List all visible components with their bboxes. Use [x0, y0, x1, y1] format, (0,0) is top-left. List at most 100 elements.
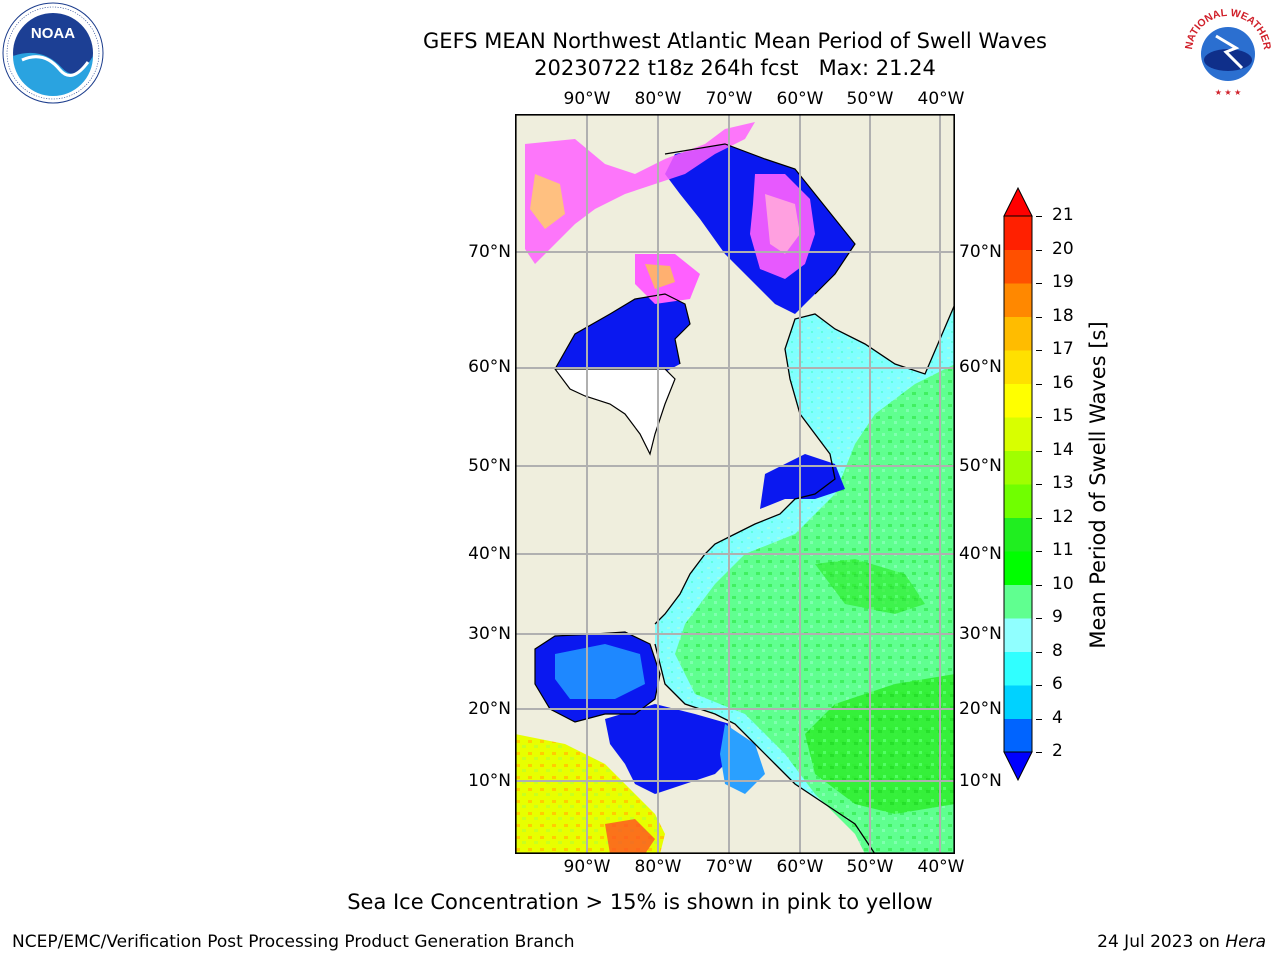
lat-label-left-10n: 10°N	[468, 771, 511, 791]
lat-label-right-60n: 60°N	[959, 357, 1002, 377]
colorbar-tick-mark	[1036, 249, 1042, 251]
colorbar-segment	[1004, 651, 1032, 686]
lon-label-bottom-40w: 40°W	[917, 857, 965, 877]
map-svg	[515, 114, 956, 855]
lat-label-right-50n: 50°N	[959, 456, 1002, 476]
gulf-st-lawrence	[760, 454, 845, 509]
graticule	[515, 114, 955, 854]
lon-label-bottom-70w: 70°W	[705, 857, 753, 877]
colorbar-segment	[1004, 618, 1032, 652]
colorbar-tick-label: 14	[1052, 439, 1074, 460]
colorbar-ticks: 2 4 6 8 9 10 11 12 13 14 15 16 17 18 19 20 21	[1036, 0, 1088, 960]
footer-right: 24 Jul 2023 on Hera	[1097, 932, 1266, 952]
colorbar-frame	[1003, 215, 1033, 753]
lon-label-top-70w: 70°W	[705, 89, 753, 109]
colorbar-tick-mark	[1036, 316, 1042, 318]
title-line-2: 20230722 t18z 264h fcst Max: 21.24	[534, 56, 936, 80]
caribbean-sea	[605, 704, 735, 794]
nws-logo-icon: NATIONAL WEATHER SERVICE ★ ★ ★	[1174, 0, 1276, 100]
colorbar-tick-label: 13	[1052, 473, 1074, 493]
noaa-logo-icon: NOAA	[2, 2, 104, 104]
colorbar-segment	[1004, 517, 1032, 552]
colorbar-segment	[1004, 249, 1032, 284]
colorbar-segment	[1004, 718, 1032, 753]
lat-label-right-70n: 70°N	[959, 242, 1002, 262]
lon-label-top-80w: 80°W	[634, 89, 682, 109]
colorbar-tick-label: 11	[1052, 540, 1074, 560]
colorbar-tick-mark	[1036, 752, 1042, 753]
lat-label-left-30n: 30°N	[468, 624, 511, 644]
lon-label-top-90w: 90°W	[563, 89, 611, 109]
map-panel	[515, 114, 956, 855]
colorbar-label: Mean Period of Swell Waves [s]	[1086, 321, 1110, 649]
svg-text:★ ★ ★: ★ ★ ★	[1215, 88, 1242, 97]
colorbar-segment	[1004, 551, 1032, 585]
lat-label-right-40n: 40°N	[959, 544, 1002, 564]
svg-text:NOAA: NOAA	[31, 25, 75, 42]
colorbar-tick-mark	[1036, 450, 1042, 452]
hudson-bay	[555, 294, 690, 372]
colorbar-tick-label: 15	[1052, 406, 1074, 426]
noaa-logo: NOAA	[2, 2, 104, 104]
lat-label-right-10n: 10°N	[959, 771, 1002, 791]
colorbar-tick-mark	[1036, 283, 1042, 284]
colorbar-tick-mark	[1036, 618, 1042, 619]
title-line-1: GEFS MEAN Northwest Atlantic Mean Period…	[423, 29, 1047, 53]
colorbar-tick-label: 6	[1052, 674, 1063, 694]
colorbar-tick-mark	[1036, 517, 1042, 519]
colorbar-tick-label: 17	[1052, 339, 1074, 359]
colorbar-tick-mark	[1036, 383, 1042, 385]
colorbar-segment	[1004, 216, 1032, 250]
colorbar-svg	[1003, 186, 1033, 782]
colorbar-segment	[1004, 383, 1032, 418]
colorbar-segment	[1004, 484, 1032, 518]
lat-label-right-30n: 30°N	[959, 624, 1002, 644]
colorbar-tick-mark	[1036, 484, 1042, 485]
colorbar-tick-mark	[1036, 718, 1042, 720]
colorbar-tick-label: 19	[1052, 272, 1074, 292]
lat-label-left-20n: 20°N	[468, 699, 511, 719]
footer-left: NCEP/EMC/Verification Post Processing Pr…	[12, 932, 575, 952]
colorbar-tick-mark	[1036, 651, 1042, 653]
lat-label-left-50n: 50°N	[468, 456, 511, 476]
lon-label-top-60w: 60°W	[776, 89, 824, 109]
colorbar-tick-label: 12	[1052, 506, 1074, 527]
colorbar-segment	[1004, 417, 1032, 451]
lat-label-left-60n: 60°N	[468, 357, 511, 377]
lat-label-left-70n: 70°N	[468, 242, 511, 262]
colorbar-segment	[1004, 584, 1032, 619]
colorbar-tick-label: 16	[1052, 372, 1074, 393]
colorbar-segment	[1004, 350, 1032, 384]
colorbar-under-triangle	[1003, 751, 1033, 782]
colorbar-tick-label: 2	[1052, 741, 1063, 761]
arctic-ice-fragments	[525, 122, 755, 264]
colorbar	[1000, 186, 1036, 782]
colorbar-tick-label: 18	[1052, 305, 1074, 326]
colorbar-tick-label: 21	[1052, 205, 1074, 225]
lon-label-top-50w: 50°W	[846, 89, 894, 109]
colorbar-tick-mark	[1036, 584, 1042, 586]
lon-label-bottom-60w: 60°W	[776, 857, 824, 877]
colorbar-segment	[1004, 283, 1032, 317]
colorbar-tick-mark	[1036, 216, 1042, 217]
colorbar-segment	[1004, 685, 1032, 719]
lat-label-left-40n: 40°N	[468, 544, 511, 564]
lat-label-right-20n: 20°N	[959, 699, 1002, 719]
colorbar-tick-label: 20	[1052, 238, 1074, 259]
lon-label-bottom-80w: 80°W	[634, 857, 682, 877]
colorbar-tick-mark	[1036, 685, 1042, 686]
sea-ice-note: Sea Ice Concentration > 15% is shown in …	[347, 890, 933, 914]
colorbar-over-triangle	[1003, 186, 1033, 217]
footer-host: Hera	[1225, 932, 1266, 952]
lon-label-bottom-50w: 50°W	[846, 857, 894, 877]
footer-date: 24 Jul 2023 on	[1097, 932, 1226, 952]
colorbar-tick-mark	[1036, 551, 1042, 552]
colorbar-tick-label: 9	[1052, 607, 1063, 627]
colorbar-segment	[1004, 450, 1032, 485]
colorbar-tick-label: 8	[1052, 640, 1063, 661]
nws-logo: NATIONAL WEATHER SERVICE ★ ★ ★	[1174, 0, 1278, 102]
lon-label-bottom-90w: 90°W	[563, 857, 611, 877]
colorbar-segment	[1004, 316, 1032, 351]
lon-label-top-40w: 40°W	[917, 89, 965, 109]
colorbar-tick-mark	[1036, 350, 1042, 351]
